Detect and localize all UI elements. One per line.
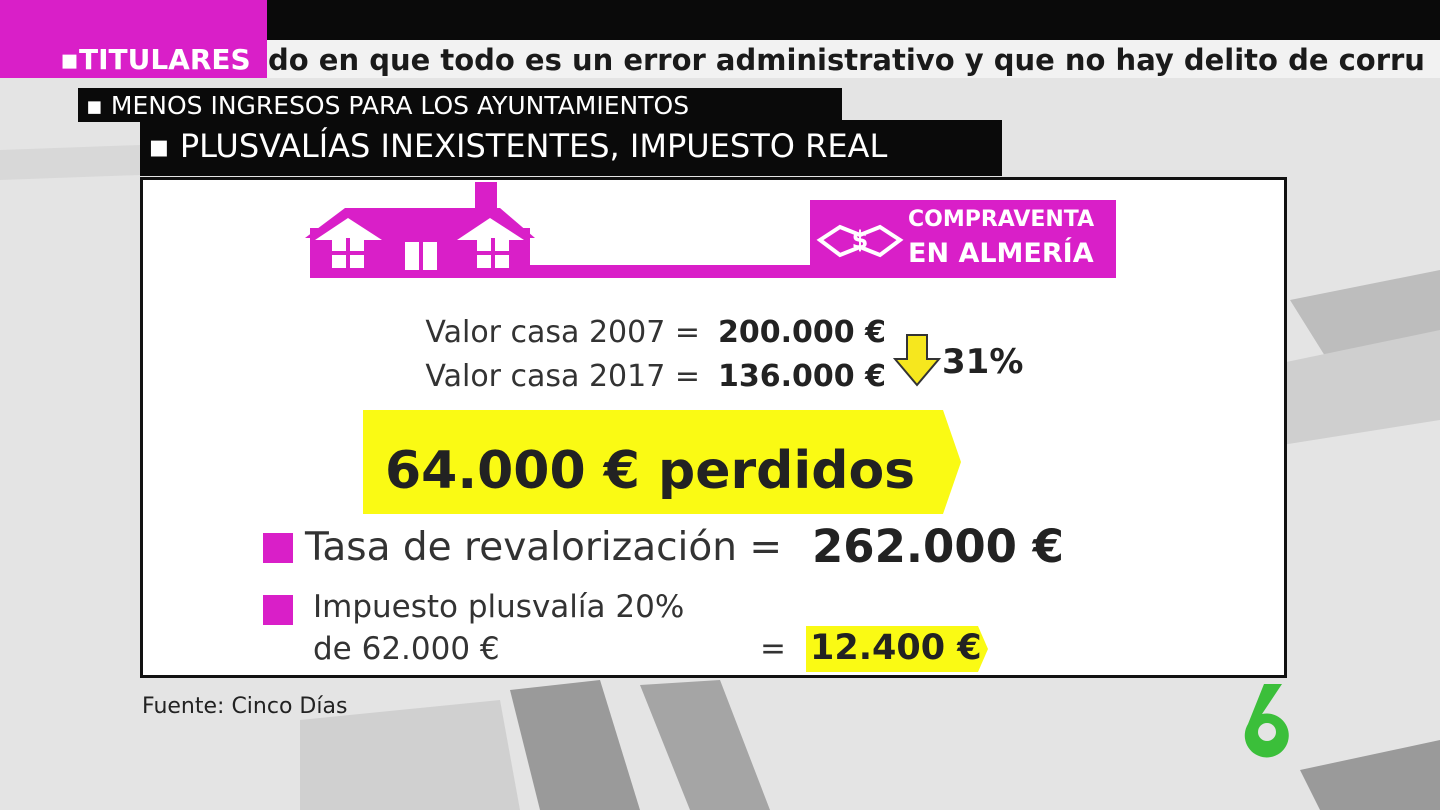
title: ▪ PLUSVALÍAS INEXISTENTES, IMPUESTO REAL [148, 127, 888, 165]
ticker-label-box [0, 0, 267, 78]
change: 31% [942, 342, 1024, 382]
kicker-text: MENOS INGRESOS PARA LOS AYUNTAMIENTOS [110, 91, 690, 120]
bullet [263, 595, 293, 625]
tax-value: 12.400 € [810, 628, 982, 668]
handshake-icon: $ [816, 224, 904, 258]
tax-highlight [806, 626, 988, 672]
rate-value: 262.000 € [812, 520, 1064, 573]
row-label: Valor casa 2007 = [425, 315, 700, 350]
loss: 64.000 € perdidos [385, 441, 916, 501]
channel-logo [1244, 684, 1289, 758]
loss-banner [363, 410, 961, 514]
tax-line: de 62.000 € [313, 631, 500, 667]
tax-equals: = [760, 631, 786, 667]
tax-line: Impuesto plusvalía 20% [313, 589, 685, 625]
row-label: Valor casa 2017 = [425, 359, 700, 394]
house-icon [305, 182, 1115, 278]
badge-line: EN ALMERÍA [908, 238, 1094, 269]
rate-label: Tasa de revalorización = [305, 525, 783, 570]
svg-text:$: $ [852, 226, 869, 254]
title-text: PLUSVALÍAS INEXISTENTES, IMPUESTO REAL [179, 127, 888, 165]
source: Fuente: Cinco Días [142, 694, 348, 719]
row-value: 136.000 € [718, 359, 886, 394]
kicker-box [78, 88, 842, 122]
ticker-text: do en que todo es un error administrativ… [268, 43, 1425, 77]
row-value: 200.000 € [718, 315, 886, 350]
down-arrow [893, 334, 942, 387]
badge-line: COMPRAVENTA [908, 207, 1095, 232]
bullet [263, 533, 293, 563]
ticker-label-text: TITULARES [78, 43, 251, 76]
ticker-label: ▪TITULARES [60, 43, 251, 76]
title-box [140, 120, 1002, 176]
kicker: ▪ MENOS INGRESOS PARA LOS AYUNTAMIENTOS [86, 91, 690, 120]
badge [810, 200, 1116, 278]
